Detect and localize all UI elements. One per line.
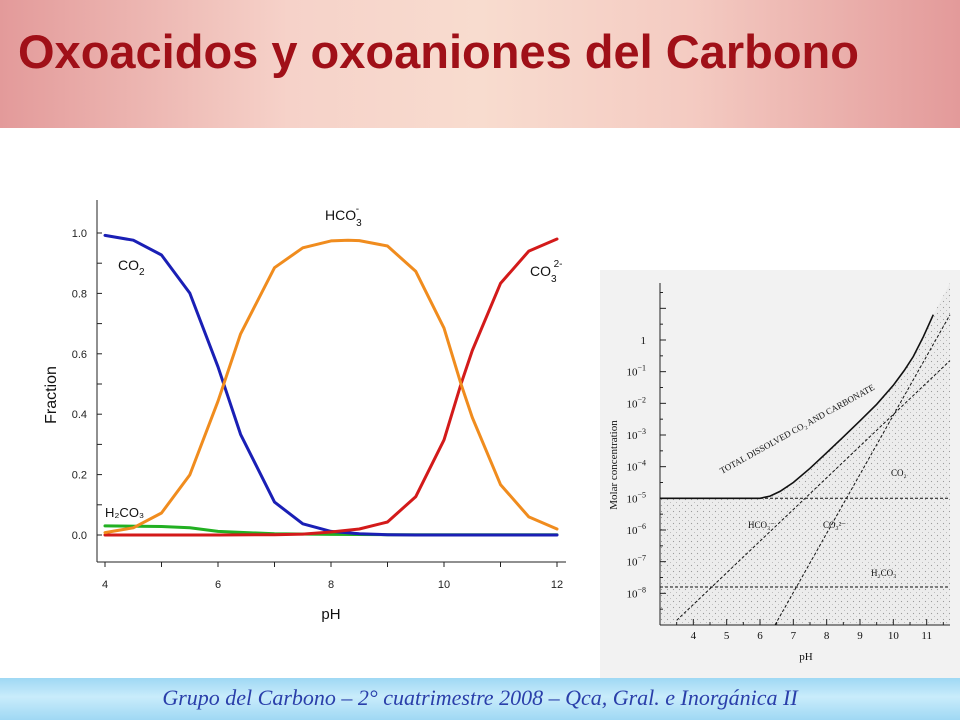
fraction-chart-axes: 0.0 0.2 0.4 0.6 0.8 1.0 4 6 8 10 12	[72, 200, 566, 591]
co2-series-label: CO2	[118, 257, 145, 278]
y-tick-label: 10−3	[626, 427, 646, 442]
x-tick-label: 11	[921, 630, 932, 642]
h2co3-annotation: H₂CO₃	[871, 568, 896, 578]
y-tick-label: 10−8	[626, 585, 646, 600]
y-tick-label: 10−2	[626, 395, 646, 410]
shaded-region	[660, 283, 950, 625]
x-axis-label: pH	[321, 606, 340, 623]
series-line-co2	[103, 233, 559, 537]
y-tick-label: 10−6	[626, 522, 646, 537]
footer-text: Grupo del Carbono – 2° cuatrimestre 2008…	[162, 685, 798, 710]
slide-title: Oxoacidos y oxoaniones del Carbono	[18, 25, 859, 78]
y-tick-label: 0.8	[72, 288, 87, 300]
y-tick-label: 10−7	[626, 554, 646, 569]
footer-banner: Grupo del Carbono – 2° cuatrimestre 2008…	[0, 678, 960, 720]
series-line-total-dissolved-co2-and-carbonate	[660, 314, 935, 500]
series-line-co32	[774, 314, 951, 626]
concentration-chart-axes: 1 10−1 10−2 10−3 10−4 10−5 10−6 10−7 10−8 4 5 6 7 8 9 1…	[626, 283, 950, 642]
x-tick-label: 7	[791, 630, 797, 642]
y-tick-label: 0.4	[72, 409, 87, 421]
y-tick-label: 10−4	[626, 459, 646, 474]
co2-annotation: CO₂	[891, 468, 907, 478]
h2co3-series-label: H₂CO₃	[105, 505, 144, 520]
y-tick-label: 10−5	[626, 490, 646, 505]
series-line-hco3	[103, 238, 559, 535]
x-tick-label: 4	[691, 630, 697, 642]
y-tick-label: 10−1	[626, 364, 646, 379]
y-axis-label: Molar concentration	[608, 420, 620, 510]
hco3-series-label: HCO3-	[325, 204, 362, 229]
x-tick-label: 10	[888, 630, 900, 642]
hco3-annotation: HCO₃⁻	[748, 520, 775, 530]
y-axis-label: Fraction	[43, 366, 60, 424]
concentration-chart-series	[660, 314, 951, 626]
x-tick-label: 6	[757, 630, 763, 642]
title-banner: Oxoacidos y oxoaniones del Carbono	[0, 0, 960, 128]
y-tick-label: 1.0	[72, 228, 87, 240]
series-line-hco3	[676, 360, 951, 621]
fraction-chart-series	[103, 233, 559, 537]
y-tick-label: 0.6	[72, 349, 87, 361]
x-tick-label: 10	[438, 579, 450, 591]
x-tick-label: 12	[551, 579, 563, 591]
x-tick-label: 9	[857, 630, 863, 642]
y-tick-label: 1	[641, 335, 647, 347]
x-tick-label: 8	[824, 630, 830, 642]
fraction-chart-labels: Fraction pH CO2 HCO3- CO32- H₂CO₃	[43, 204, 562, 623]
y-tick-label: 0.0	[72, 530, 87, 542]
x-axis-label: pH	[799, 651, 813, 663]
x-tick-label: 8	[328, 579, 334, 591]
x-tick-label: 6	[215, 579, 221, 591]
series-line-co32	[103, 237, 559, 537]
co3-series-label: CO32-	[530, 259, 562, 285]
x-tick-label: 5	[724, 630, 730, 642]
x-tick-label: 4	[102, 579, 108, 591]
y-tick-label: 0.2	[72, 470, 87, 482]
co3-annotation: CO₃²⁻	[823, 520, 846, 530]
